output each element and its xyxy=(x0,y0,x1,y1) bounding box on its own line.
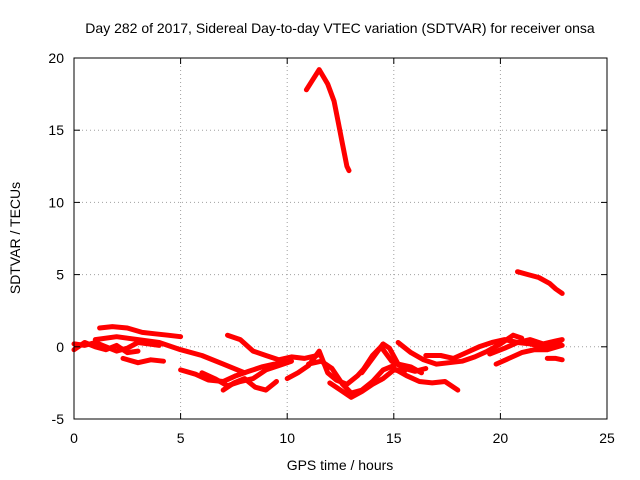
y-tick-label: 5 xyxy=(56,267,64,283)
x-tick-label: 20 xyxy=(493,430,509,446)
x-axis-label: GPS time / hours xyxy=(287,457,394,473)
y-tick-label: 15 xyxy=(48,122,64,138)
x-tick-label: 25 xyxy=(599,430,615,446)
chart-title: Day 282 of 2017, Sidereal Day-to-day VTE… xyxy=(85,20,595,36)
series-arc-19 xyxy=(493,342,565,367)
series-arc-15 xyxy=(391,366,461,393)
data-series xyxy=(71,67,565,400)
x-tick-label: 10 xyxy=(279,430,295,446)
series-arc-6 xyxy=(178,360,290,384)
y-tick-label: 20 xyxy=(48,50,64,66)
y-axis-ticks: -5 0 5 10 15 20 xyxy=(48,50,607,427)
series-arc-21 xyxy=(303,67,352,174)
series-arc-8 xyxy=(220,376,279,393)
series-arc-9 xyxy=(225,332,320,363)
series-arc-18 xyxy=(487,337,565,357)
y-axis-label: SDTVAR / TECUs xyxy=(7,182,23,294)
series-arc-4 xyxy=(92,334,248,376)
series-arc-5 xyxy=(120,355,166,366)
x-axis-ticks: 0 5 10 15 20 25 xyxy=(70,58,615,446)
x-tick-label: 5 xyxy=(177,430,185,446)
series-arc-20 xyxy=(544,355,565,363)
y-tick-label: 10 xyxy=(48,194,64,210)
series-arc-3 xyxy=(97,324,184,340)
series-arc-2 xyxy=(71,340,141,356)
series-arc-12 xyxy=(327,367,407,400)
series-arc-22 xyxy=(515,269,565,296)
x-tick-label: 0 xyxy=(70,430,78,446)
series-arc-17 xyxy=(423,337,563,361)
x-tick-label: 15 xyxy=(386,430,402,446)
series-arc-14 xyxy=(361,344,429,374)
series-arc-10 xyxy=(284,348,371,387)
y-tick-label: 0 xyxy=(56,339,64,355)
plot-frame xyxy=(73,57,608,420)
gridlines xyxy=(74,58,607,419)
y-tick-label: -5 xyxy=(52,411,65,427)
series-arc-11 xyxy=(306,358,397,396)
